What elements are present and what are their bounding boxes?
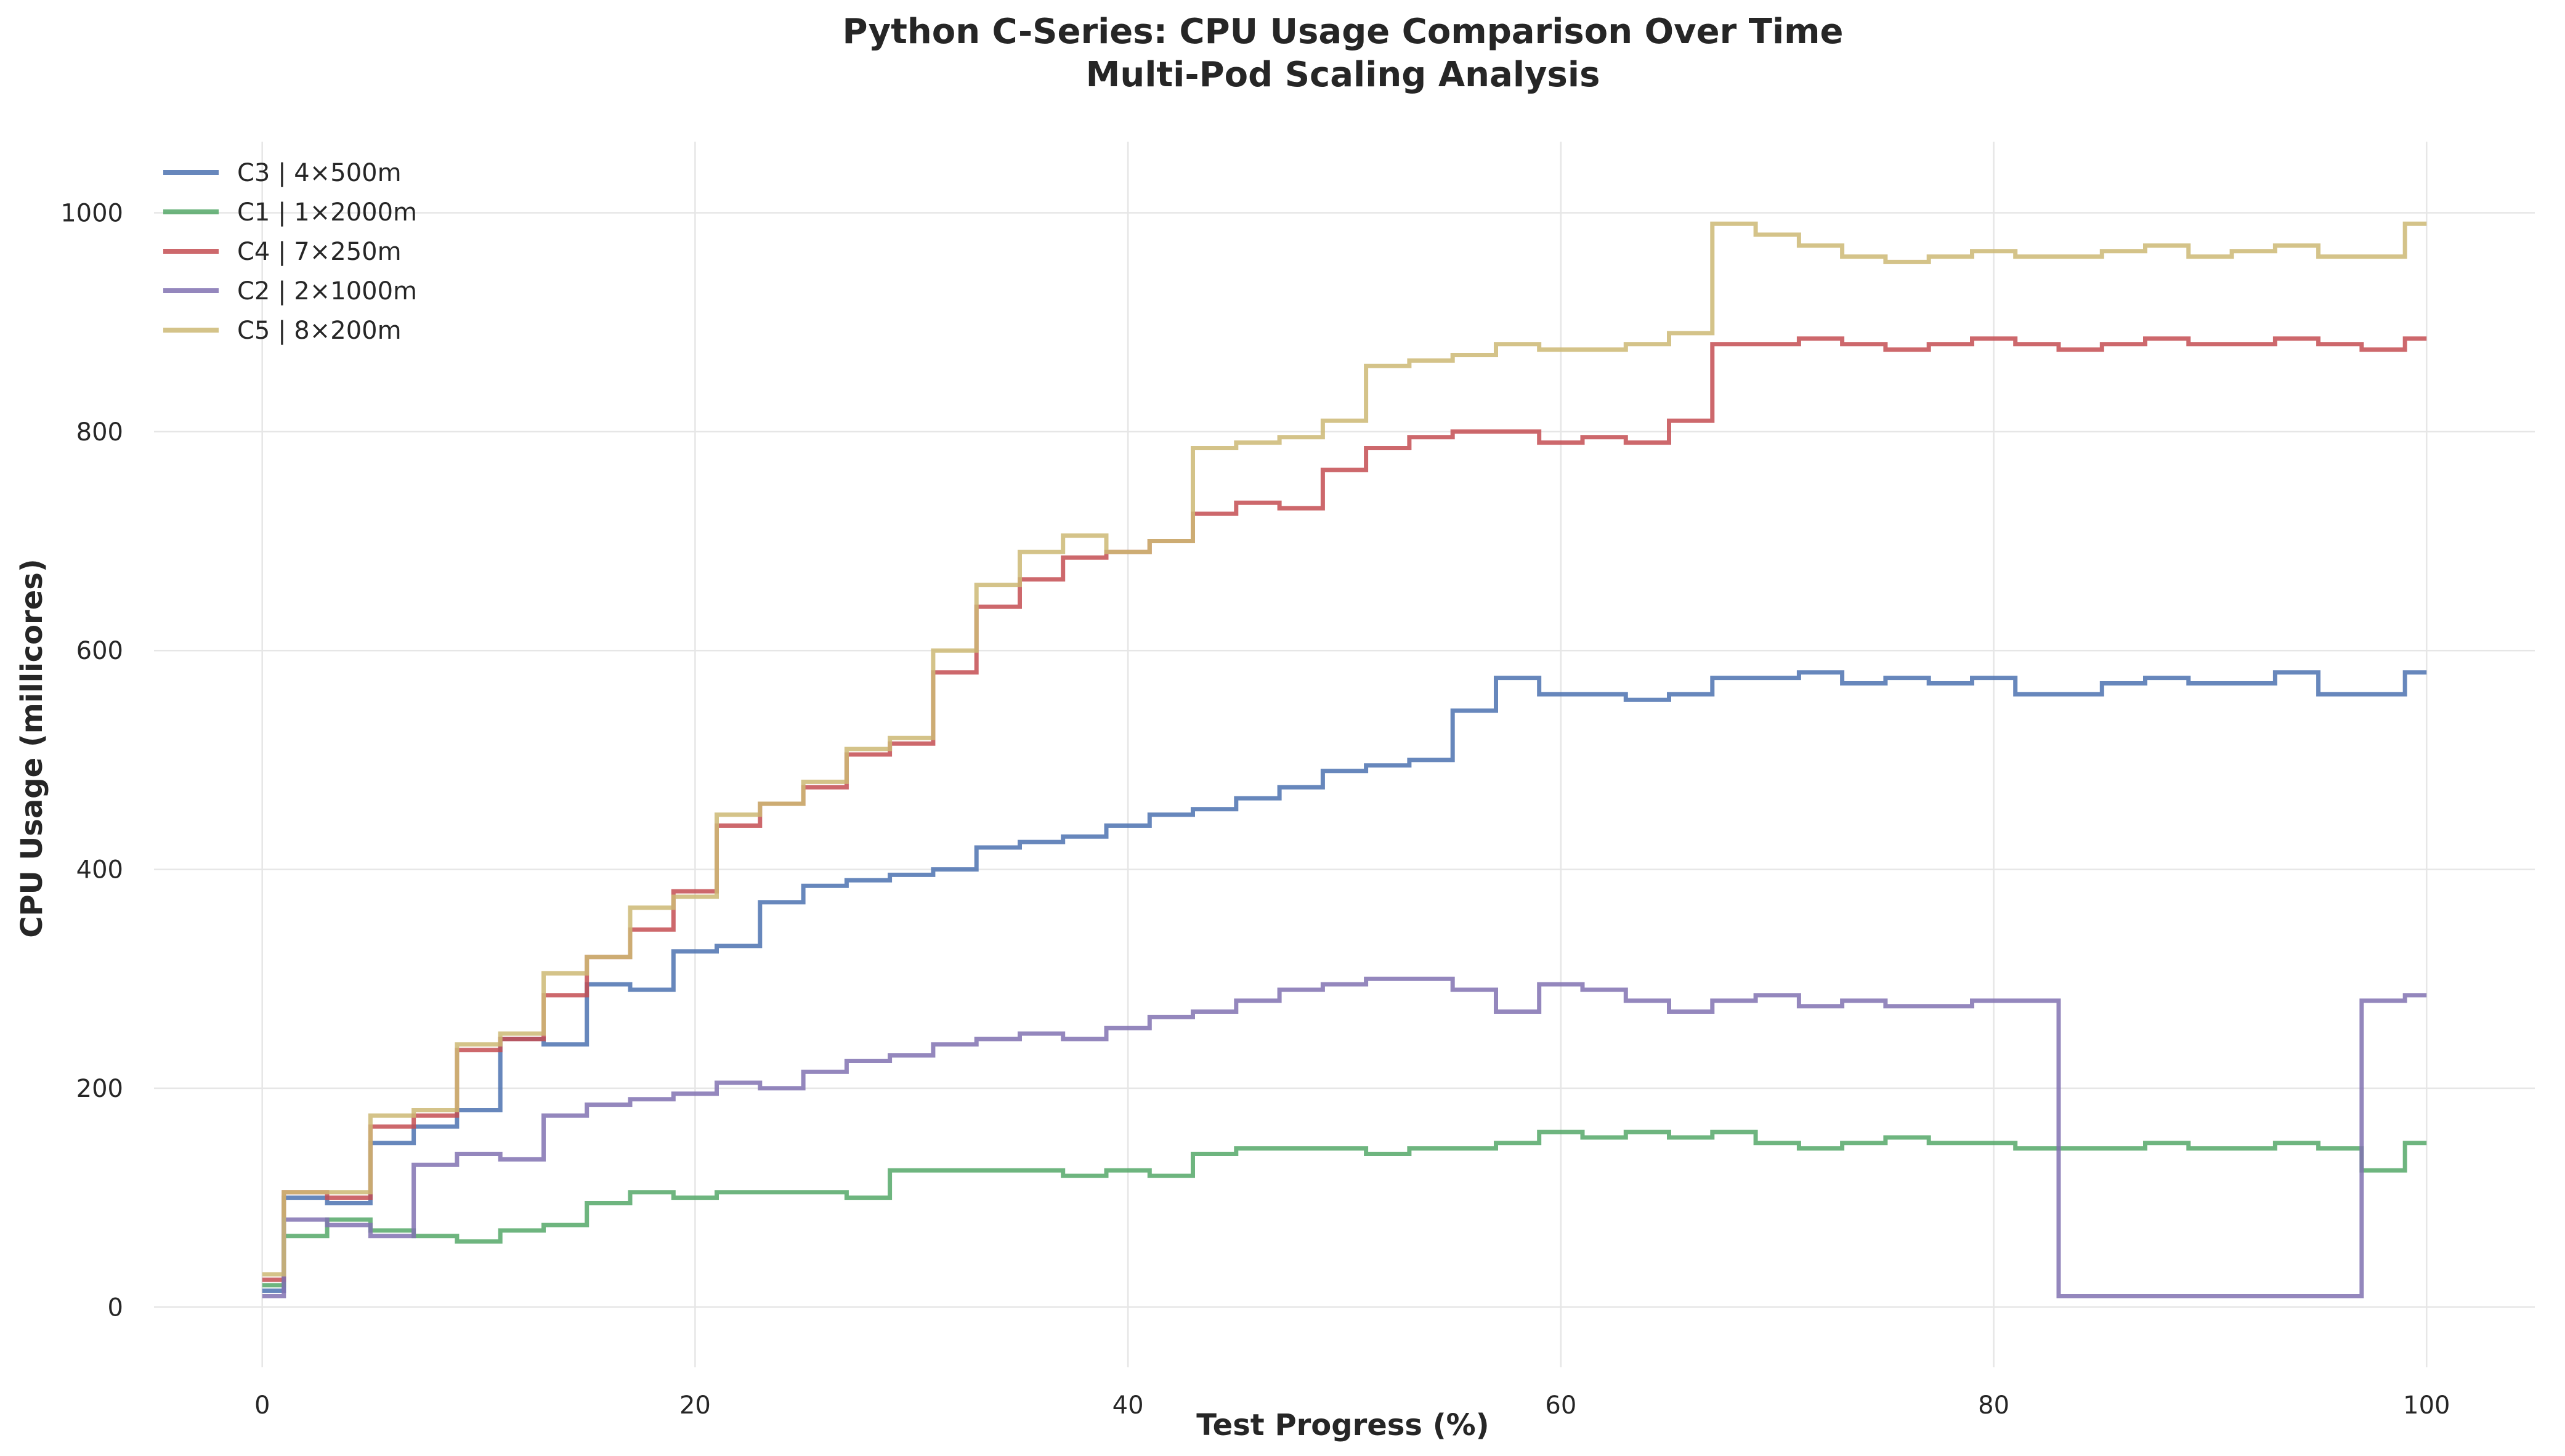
y-tick-label: 1000 xyxy=(60,199,123,227)
grid xyxy=(154,142,2535,1367)
y-tick-label: 200 xyxy=(76,1075,123,1103)
x-tick-label: 80 xyxy=(1978,1391,2009,1420)
x-tick-label: 40 xyxy=(1112,1391,1144,1420)
chart-subtitle: Multi-Pod Scaling Analysis xyxy=(1086,55,1600,95)
x-tick-label: 0 xyxy=(254,1391,270,1420)
y-axis-label: CPU Usage (millicores) xyxy=(15,559,49,938)
series-lines xyxy=(262,221,2427,1298)
x-axis-label: Test Progress (%) xyxy=(1196,1408,1489,1442)
y-tick-label: 400 xyxy=(76,856,123,884)
y-tick-label: 600 xyxy=(76,637,123,665)
y-tick-label: 0 xyxy=(108,1293,123,1322)
chart-title: Python C-Series: CPU Usage Comparison Ov… xyxy=(843,12,1844,52)
series-line xyxy=(262,976,2427,1298)
legend-entry: C3 | 4×500m xyxy=(237,159,402,187)
series-line xyxy=(262,1130,2427,1288)
x-tick-label: 100 xyxy=(2403,1391,2450,1420)
legend-entry: C1 | 1×2000m xyxy=(237,198,417,227)
legend-entry: C2 | 2×1000m xyxy=(237,277,417,305)
x-tick-label: 60 xyxy=(1545,1391,1576,1420)
legend-entry: C4 | 7×250m xyxy=(237,238,402,266)
legend: C3 | 4×500m C1 | 1×2000m C4 | 7×250m C2 | 2… xyxy=(163,159,417,345)
x-tick-label: 20 xyxy=(679,1391,711,1420)
y-tick-label: 800 xyxy=(76,418,123,447)
legend-entry: C5 | 8×200m xyxy=(237,317,402,345)
series-line xyxy=(262,221,2427,1277)
